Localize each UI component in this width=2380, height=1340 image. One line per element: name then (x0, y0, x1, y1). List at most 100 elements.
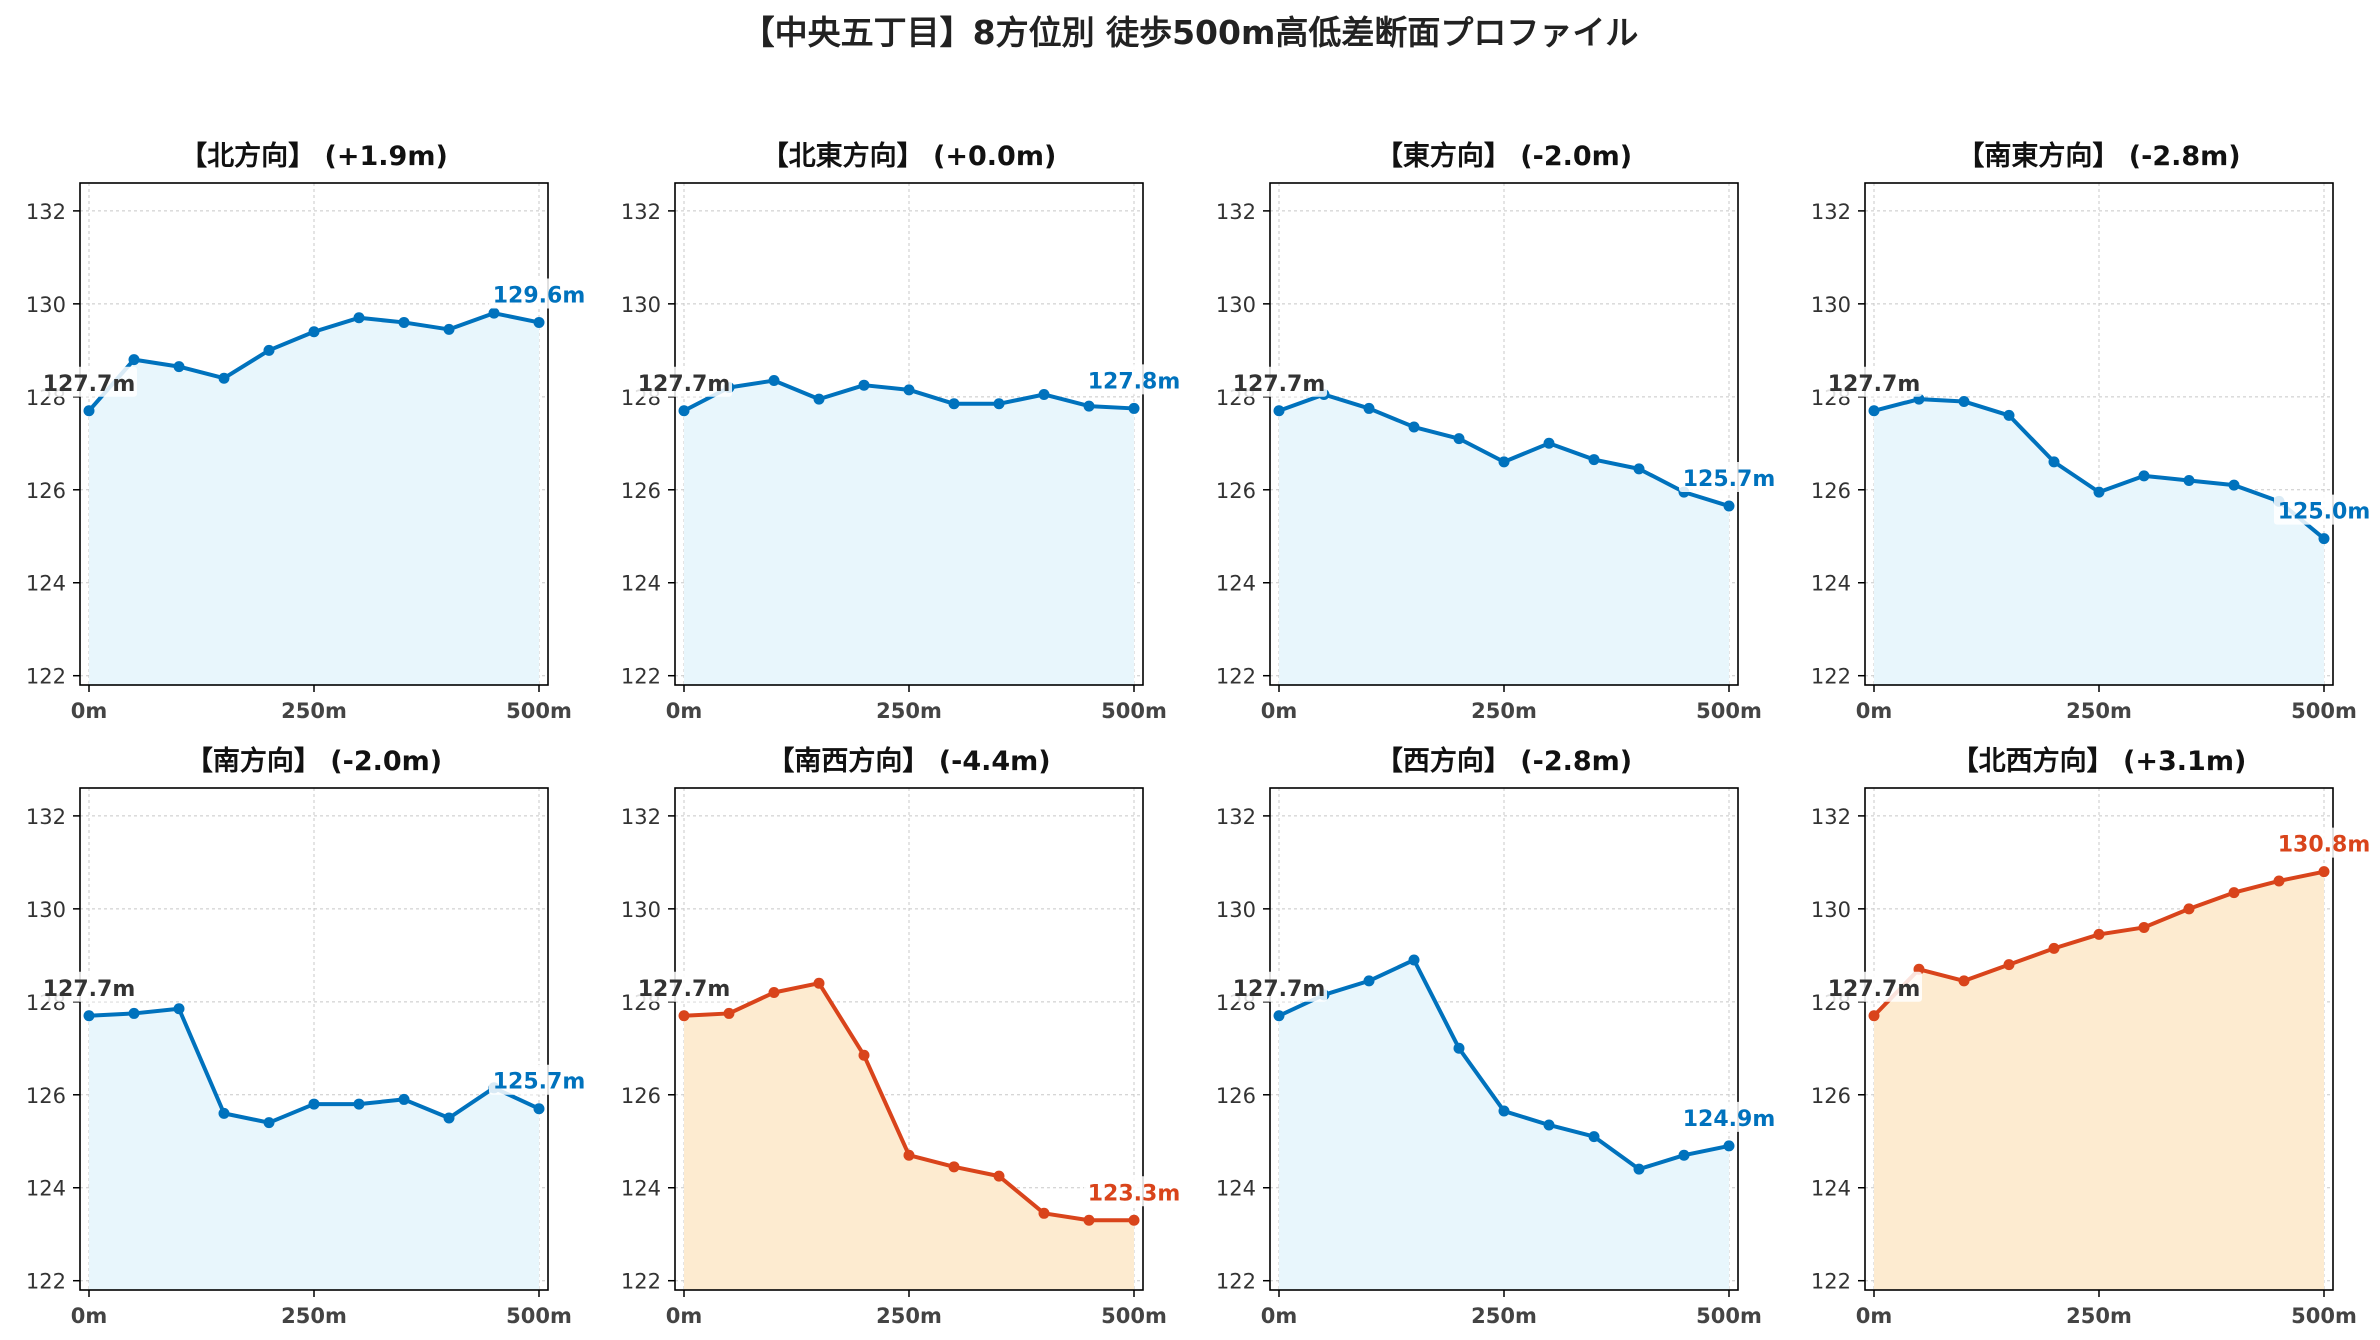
data-point (1868, 1010, 1880, 1022)
end-label-bg (489, 1064, 587, 1095)
area-fill (89, 313, 539, 685)
start-label: 127.7m (43, 372, 136, 397)
y-tick-label: 122 (1811, 665, 1851, 689)
chart-title: 【南方向】 (-2.0m) (186, 745, 442, 777)
start-label-bg (1824, 366, 1922, 397)
x-tick-label: 250m (2066, 1304, 2132, 1328)
y-tick-label: 122 (26, 1270, 66, 1294)
y-tick-label: 124 (1811, 572, 1851, 596)
data-point (1363, 975, 1375, 987)
start-label-bg (634, 366, 732, 397)
data-point (263, 344, 275, 356)
y-tick-label: 130 (1216, 898, 1256, 922)
end-label-bg (1084, 364, 1182, 395)
data-point (2093, 928, 2105, 940)
data-point (1633, 463, 1645, 475)
y-tick-label: 132 (621, 805, 661, 829)
data-point (128, 1007, 140, 1019)
data-point (1868, 405, 1880, 417)
data-point (263, 1117, 275, 1129)
y-tick-label: 130 (621, 898, 661, 922)
data-point (1723, 1140, 1735, 1152)
y-tick-label: 124 (621, 572, 661, 596)
data-point (1273, 1010, 1285, 1022)
area-fill (684, 983, 1134, 1290)
data-point (443, 323, 455, 335)
data-point (308, 1098, 320, 1110)
data-point (858, 379, 870, 391)
data-point (2138, 470, 2150, 482)
x-tick-label: 250m (876, 699, 942, 723)
x-tick-label: 500m (1696, 699, 1762, 723)
start-label: 127.7m (1233, 372, 1326, 397)
data-point (948, 1161, 960, 1173)
end-label-bg (489, 278, 587, 309)
x-tick-label: 0m (666, 1304, 703, 1328)
data-point (2228, 887, 2240, 899)
data-point (1083, 400, 1095, 412)
end-label: 127.8m (1088, 369, 1181, 394)
y-tick-label: 132 (1811, 200, 1851, 224)
start-label: 127.7m (638, 372, 731, 397)
data-point (1588, 1131, 1600, 1143)
y-tick-label: 126 (26, 1084, 66, 1108)
y-tick-label: 126 (621, 1084, 661, 1108)
y-tick-label: 132 (1216, 200, 1256, 224)
data-point (2003, 409, 2015, 421)
x-tick-label: 0m (1261, 1304, 1298, 1328)
start-label: 127.7m (1828, 977, 1921, 1002)
data-point (218, 372, 230, 384)
data-point (398, 1093, 410, 1105)
data-point (1498, 456, 1510, 468)
data-point (2138, 921, 2150, 933)
y-tick-label: 130 (26, 898, 66, 922)
area-fill (89, 1008, 539, 1290)
y-tick-label: 124 (26, 1177, 66, 1201)
chart-title: 【北東方向】 (+0.0m) (762, 140, 1057, 172)
data-point (2003, 959, 2015, 971)
chart-title: 【南東方向】 (-2.8m) (1957, 140, 2240, 172)
x-tick-label: 0m (666, 699, 703, 723)
area-fill (1874, 399, 2324, 685)
y-tick-label: 126 (1216, 479, 1256, 503)
start-label: 127.7m (638, 977, 731, 1002)
data-point (353, 1098, 365, 1110)
data-point (1038, 388, 1050, 400)
x-tick-label: 250m (1471, 1304, 1537, 1328)
area-fill (1874, 871, 2324, 1290)
start-label-bg (39, 366, 137, 397)
data-point (1958, 395, 1970, 407)
chart-title: 【南西方向】 (-4.4m) (767, 745, 1050, 777)
y-tick-label: 132 (26, 805, 66, 829)
start-label-bg (1229, 971, 1327, 1002)
y-tick-label: 124 (1216, 572, 1256, 596)
data-point (1128, 1214, 1140, 1226)
end-label: 125.0m (2278, 500, 2371, 525)
data-point (2228, 479, 2240, 491)
x-tick-label: 0m (1261, 699, 1298, 723)
x-tick-label: 0m (71, 699, 108, 723)
start-label-bg (634, 971, 732, 1002)
data-point (1453, 433, 1465, 445)
y-tick-label: 130 (1811, 293, 1851, 317)
data-point (533, 316, 545, 328)
data-point (1083, 1214, 1095, 1226)
data-point (2318, 866, 2330, 878)
x-tick-label: 500m (2291, 1304, 2357, 1328)
start-label: 127.7m (1828, 372, 1921, 397)
y-tick-label: 124 (1216, 1177, 1256, 1201)
x-tick-label: 250m (1471, 699, 1537, 723)
chart-title: 【西方向】 (-2.8m) (1376, 745, 1632, 777)
data-point (1543, 437, 1555, 449)
data-point (1498, 1105, 1510, 1117)
data-point (218, 1107, 230, 1119)
data-point (1723, 500, 1735, 512)
data-point (813, 977, 825, 989)
data-point (2093, 486, 2105, 498)
data-point (768, 987, 780, 999)
